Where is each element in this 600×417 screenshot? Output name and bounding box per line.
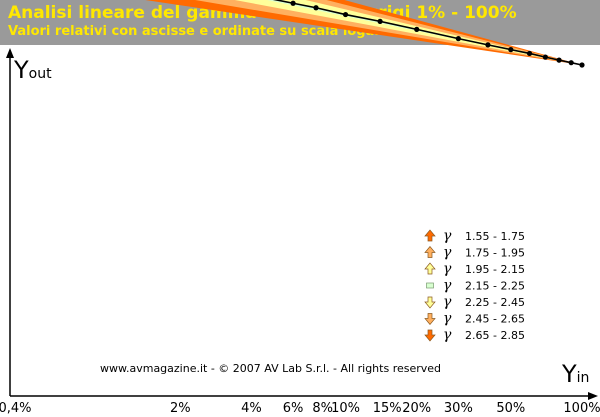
x-axis-label: Yin <box>561 360 589 388</box>
x-tick-label: 100% <box>563 401 600 416</box>
arrow-up-icon <box>424 229 436 242</box>
arrow-down-icon <box>424 329 436 342</box>
legend-gamma-symbol: γ <box>443 228 452 244</box>
legend-gamma-symbol: γ <box>443 278 452 294</box>
y-axis-label: Yout <box>13 56 52 84</box>
legend-item: γ 2.65 - 2.85 <box>424 327 525 343</box>
legend-gamma-symbol: γ <box>443 327 452 343</box>
gamma-curve-point <box>526 50 533 57</box>
gamma-curve-point <box>579 62 585 68</box>
arrow-down-icon <box>424 296 436 309</box>
y-axis-arrow <box>6 48 14 58</box>
x-axis-label-main: Y <box>561 360 577 388</box>
x-axis-arrow <box>588 392 598 400</box>
x-tick-label: 10% <box>331 401 360 416</box>
legend-item: γ 1.95 - 2.15 <box>424 261 525 277</box>
gamma-curve-point <box>342 11 349 18</box>
legend-gamma-symbol: γ <box>443 311 452 327</box>
arrow-down-icon <box>424 313 436 326</box>
legend-item: γ 2.15 - 2.25 <box>426 278 525 294</box>
legend-gamma-symbol: γ <box>443 261 452 277</box>
legend-item: γ 2.25 - 2.45 <box>424 294 525 310</box>
y-axis-label-main: Y <box>13 56 29 84</box>
x-tick-label: 8% <box>312 401 333 416</box>
legend-range-label: 2.15 - 2.25 <box>465 280 525 293</box>
legend-gamma-symbol: γ <box>443 294 452 310</box>
x-tick-label: 2% <box>170 401 191 416</box>
square-icon <box>426 282 434 289</box>
gamma-curve-point <box>542 54 548 60</box>
legend-range-label: 2.25 - 2.45 <box>465 296 525 309</box>
x-tick-label: 6% <box>283 401 304 416</box>
legend-gamma-symbol: γ <box>443 245 452 261</box>
gamma-curve-point <box>568 60 574 66</box>
measured-gamma-curve <box>272 0 585 68</box>
legend-range-label: 1.95 - 2.15 <box>465 263 525 276</box>
legend-range-label: 1.75 - 1.95 <box>465 247 525 260</box>
x-tick-label: 15% <box>373 401 402 416</box>
gamma-band-1-75---1-95 <box>195 0 582 65</box>
arrow-up-icon <box>424 245 436 258</box>
legend: γ 1.55 - 1.75 γ 1.75 - 1.95 γ 1.95 - 2.15 γ 2.1… <box>424 228 525 343</box>
chart-subtitle: Valori relativi con ascisse e ordinate s… <box>8 24 426 39</box>
y-axis-label-sub: out <box>29 66 52 82</box>
x-tick-label: 0,4% <box>0 401 32 416</box>
gamma-curve-point <box>377 18 383 24</box>
x-tick-label: 50% <box>496 401 525 416</box>
x-axis-label-sub: in <box>577 370 590 386</box>
legend-range-label: 2.65 - 2.85 <box>465 329 525 342</box>
gamma-curve-point <box>508 47 514 53</box>
copyright-credit: www.avmagazine.it - © 2007 AV Lab S.r.l.… <box>100 362 441 375</box>
axes: Yout Yin <box>6 48 598 400</box>
gamma-curve-point <box>455 36 461 42</box>
x-tick-label: 4% <box>241 401 262 416</box>
x-tick-label: 20% <box>402 401 431 416</box>
gamma-bands <box>145 0 582 65</box>
gamma-band-1-95---2-15 <box>234 0 582 65</box>
gamma-curve-point <box>485 42 491 48</box>
legend-item: γ 2.45 - 2.65 <box>424 311 525 327</box>
legend-range-label: 1.55 - 1.75 <box>465 230 525 243</box>
gamma-curve-point <box>556 57 562 63</box>
gamma-band-1-55---1-75 <box>145 0 582 65</box>
x-tick-labels: 0,4% 2% 4% 6% 8%10% 15% 20% 30% 50% 100% <box>0 401 600 416</box>
gamma-curve-point <box>313 5 319 11</box>
gamma-curve-point <box>414 26 420 32</box>
legend-item: γ 1.55 - 1.75 <box>424 228 525 244</box>
legend-item: γ 1.75 - 1.95 <box>424 245 525 261</box>
x-tick-label: 30% <box>444 401 473 416</box>
arrow-up-icon <box>424 262 436 275</box>
legend-range-label: 2.45 - 2.65 <box>465 313 525 326</box>
gamma-curve-point <box>290 0 296 6</box>
